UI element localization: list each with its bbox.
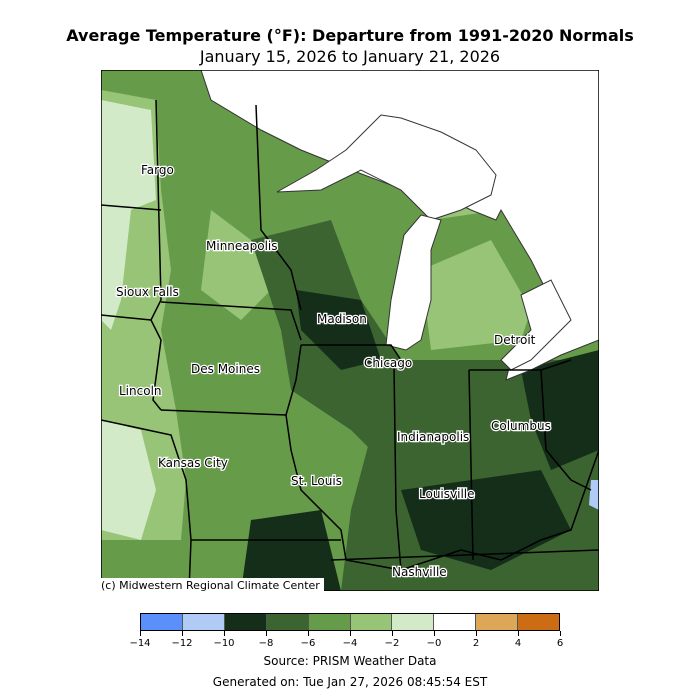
colorbar-tick-label: −6 xyxy=(300,638,316,649)
city-columbus: Columbus xyxy=(491,419,551,433)
colorbar-tick xyxy=(308,631,309,636)
colorbar-tick-label: 2 xyxy=(472,638,480,649)
colorbar-segment xyxy=(392,614,435,630)
colorbar-tick xyxy=(182,631,183,636)
city-chicago: Chicago xyxy=(364,356,412,370)
zone-minus10-12 xyxy=(589,480,599,510)
colorbar-tick xyxy=(224,631,225,636)
generated-text: Generated on: Tue Jan 27, 2026 08:45:54 … xyxy=(212,675,488,689)
credit-text: (c) Midwestern Regional Climate Center xyxy=(101,578,324,594)
colorbar-tick xyxy=(434,631,435,636)
zone-minus8-10-ky xyxy=(401,470,571,570)
canada-region xyxy=(200,70,599,381)
colorbar-tick xyxy=(392,631,393,636)
state-borders xyxy=(101,99,599,591)
city-labels: Fargo Minneapolis Sioux Falls Madison De… xyxy=(115,162,552,581)
temperature-departure-map: Fargo Minneapolis Sioux Falls Madison De… xyxy=(101,70,599,591)
colorbar-tick xyxy=(518,631,519,636)
zone-minus8-10-oh xyxy=(521,350,599,470)
source-text: Source: PRISM Weather Data xyxy=(263,654,437,668)
colorbar-segment xyxy=(308,614,351,630)
zone-minus8-10-mo xyxy=(241,510,341,591)
lake-michigan xyxy=(385,214,442,351)
colorbar-tick-label: −12 xyxy=(171,638,193,649)
zone-lower-mi xyxy=(421,240,531,350)
city-st-louis: St. Louis xyxy=(291,474,342,488)
map-title: Average Temperature (°F): Departure from… xyxy=(66,26,634,45)
colorbar-segment xyxy=(518,614,560,630)
colorbar-tick-label: −10 xyxy=(213,638,235,649)
city-kansas-city: Kansas City xyxy=(158,456,228,470)
colorbar-tick-label: 4 xyxy=(514,638,522,649)
colorbar-tick-label: −4 xyxy=(342,638,358,649)
city-fargo: Fargo xyxy=(141,163,174,177)
colorbar-segment xyxy=(434,614,477,630)
colorbar-tick-label: −2 xyxy=(384,638,400,649)
colorbar-segment xyxy=(476,614,519,630)
map-subtitle: January 15, 2026 to January 21, 2026 xyxy=(199,47,501,66)
colorbar xyxy=(140,613,560,631)
city-madison: Madison xyxy=(317,312,367,326)
city-sioux-falls: Sioux Falls xyxy=(116,285,179,299)
city-detroit: Detroit xyxy=(494,333,536,347)
colorbar-tick-label: 6 xyxy=(556,638,564,649)
zone-0-2-south xyxy=(101,420,156,540)
zone-0-2-north xyxy=(101,100,156,330)
colorbar-tick xyxy=(266,631,267,636)
colorbar-tick xyxy=(476,631,477,636)
city-indianapolis: Indianapolis xyxy=(397,430,469,444)
zone-minus8-10-wi xyxy=(296,290,381,370)
colorbar-segment xyxy=(141,614,183,630)
colorbar-segment xyxy=(350,614,393,630)
lake-superior xyxy=(276,114,497,221)
city-nashville: Nashville xyxy=(392,565,447,579)
lake-erie-huron xyxy=(500,279,572,371)
colorbar-segment xyxy=(266,614,309,630)
colorbar-tick-label: −14 xyxy=(129,638,151,649)
colorbar-tick xyxy=(560,631,561,636)
zone-minus2-4-mn xyxy=(201,210,271,320)
colorbar-tick xyxy=(140,631,141,636)
colorbar-segment xyxy=(224,614,267,630)
city-lincoln: Lincoln xyxy=(119,384,162,398)
colorbar-tick-label: −0 xyxy=(426,638,442,649)
colorbar-tick xyxy=(350,631,351,636)
city-louisville: Louisville xyxy=(419,487,475,501)
colorbar-tick-label: −8 xyxy=(258,638,274,649)
city-minneapolis: Minneapolis xyxy=(206,239,278,253)
city-des-moines: Des Moines xyxy=(191,362,260,376)
colorbar-segment xyxy=(182,614,225,630)
